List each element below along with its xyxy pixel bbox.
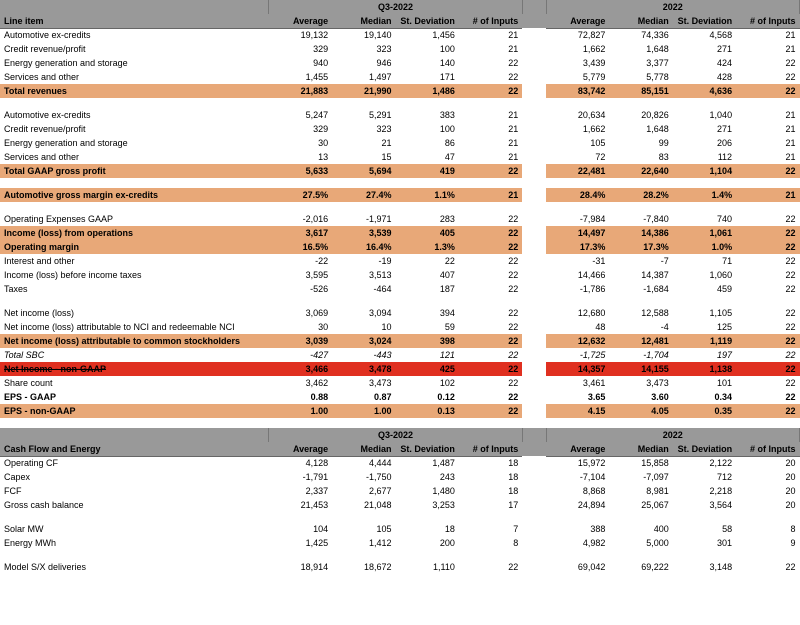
table-row: Capex-1,791-1,75024318-7,104-7,09771220 — [0, 470, 800, 484]
table-row: Operating CF4,1284,4441,4871815,97215,85… — [0, 456, 800, 470]
table-row: Credit revenue/profit329323100211,6621,6… — [0, 122, 800, 136]
table-row: Net Income - non-GAAP3,4663,4784252214,3… — [0, 362, 800, 376]
table-row: Total revenues21,88321,9901,4862283,7428… — [0, 84, 800, 98]
table-row: Services and other1,4551,497171225,7795,… — [0, 70, 800, 84]
column-header-row: Cash Flow and EnergyAverageMedianSt. Dev… — [0, 442, 800, 456]
row-label: Interest and other — [0, 254, 269, 268]
row-label: Energy generation and storage — [0, 136, 269, 150]
row-label: Operating CF — [0, 456, 269, 470]
row-label: Net Income - non-GAAP — [0, 362, 269, 376]
row-label: Model S/X deliveries — [0, 560, 269, 574]
period-fy: 2022 — [546, 428, 799, 442]
table-row: Operating margin16.5%16.4%1.3%2217.3%17.… — [0, 240, 800, 254]
table-row: Automotive gross margin ex-credits27.5%2… — [0, 188, 800, 202]
row-label: Net income (loss) attributable to common… — [0, 334, 269, 348]
table-row: Model S/X deliveries18,91418,6721,110226… — [0, 560, 800, 574]
table-row: Net income (loss)3,0693,0943942212,68012… — [0, 306, 800, 320]
table-row: Energy MWh1,4251,41220084,9825,0003019 — [0, 536, 800, 550]
row-label: EPS - GAAP — [0, 390, 269, 404]
row-label: Total GAAP gross profit — [0, 164, 269, 178]
row-label: Total SBC — [0, 348, 269, 362]
row-label: EPS - non-GAAP — [0, 404, 269, 418]
column-header-row: Line itemAverageMedianSt. Deviation# of … — [0, 14, 800, 28]
table-row: Credit revenue/profit329323100211,6621,6… — [0, 42, 800, 56]
table-row: Services and other13154721728311221 — [0, 150, 800, 164]
period-q3: Q3-2022 — [269, 0, 522, 14]
row-label: Taxes — [0, 282, 269, 296]
row-label: Net income (loss) — [0, 306, 269, 320]
period-q3: Q3-2022 — [269, 428, 522, 442]
section-header-label: Line item — [0, 14, 269, 28]
row-label: Solar MW — [0, 522, 269, 536]
row-label: FCF — [0, 484, 269, 498]
row-label: Credit revenue/profit — [0, 42, 269, 56]
table-row: Income (loss) from operations3,6173,5394… — [0, 226, 800, 240]
table-row: Gross cash balance21,45321,0483,2531724,… — [0, 498, 800, 512]
row-label: Net income (loss) attributable to NCI an… — [0, 320, 269, 334]
table-row: Automotive ex-credits19,13219,1401,45621… — [0, 28, 800, 42]
table-row: Automotive ex-credits5,2475,2913832120,6… — [0, 108, 800, 122]
row-label: Automotive ex-credits — [0, 28, 269, 42]
period-header-row: Q3-2022 2022 — [0, 428, 800, 442]
table-row: Total SBC-427-44312122-1,725-1,70419722 — [0, 348, 800, 362]
table-row: Interest and other-22-192222-31-77122 — [0, 254, 800, 268]
row-label: Energy MWh — [0, 536, 269, 550]
table-row: Energy generation and storage94094614022… — [0, 56, 800, 70]
row-label: Automotive gross margin ex-credits — [0, 188, 269, 202]
table-row: Total GAAP gross profit5,6335,6944192222… — [0, 164, 800, 178]
row-label: Operating margin — [0, 240, 269, 254]
table-row: EPS - GAAP0.880.870.12223.653.600.3422 — [0, 390, 800, 404]
table-row: Solar MW104105187388400588 — [0, 522, 800, 536]
table-row: Energy generation and storage30218621105… — [0, 136, 800, 150]
table-row: Net income (loss) attributable to common… — [0, 334, 800, 348]
period-header-row: Q3-2022 2022 — [0, 0, 800, 14]
section-header-label: Cash Flow and Energy — [0, 442, 269, 456]
row-label: Capex — [0, 470, 269, 484]
period-fy: 2022 — [546, 0, 799, 14]
row-label: Automotive ex-credits — [0, 108, 269, 122]
financial-table: Q3-20222022Line itemAverageMedianSt. Dev… — [0, 0, 800, 574]
row-label: Services and other — [0, 70, 269, 84]
row-label: Services and other — [0, 150, 269, 164]
row-label: Gross cash balance — [0, 498, 269, 512]
table-row: EPS - non-GAAP1.001.000.13224.154.050.35… — [0, 404, 800, 418]
table-row: Share count3,4623,473102223,4613,4731012… — [0, 376, 800, 390]
row-label: Income (loss) before income taxes — [0, 268, 269, 282]
table-row: Income (loss) before income taxes3,5953,… — [0, 268, 800, 282]
row-label: Total revenues — [0, 84, 269, 98]
row-label: Credit revenue/profit — [0, 122, 269, 136]
row-label: Income (loss) from operations — [0, 226, 269, 240]
row-label: Operating Expenses GAAP — [0, 212, 269, 226]
row-label: Energy generation and storage — [0, 56, 269, 70]
row-label: Share count — [0, 376, 269, 390]
table-row: FCF2,3372,6771,480188,8688,9812,21820 — [0, 484, 800, 498]
table-row: Taxes-526-46418722-1,786-1,68445922 — [0, 282, 800, 296]
table-row: Net income (loss) attributable to NCI an… — [0, 320, 800, 334]
table-row: Operating Expenses GAAP-2,016-1,97128322… — [0, 212, 800, 226]
